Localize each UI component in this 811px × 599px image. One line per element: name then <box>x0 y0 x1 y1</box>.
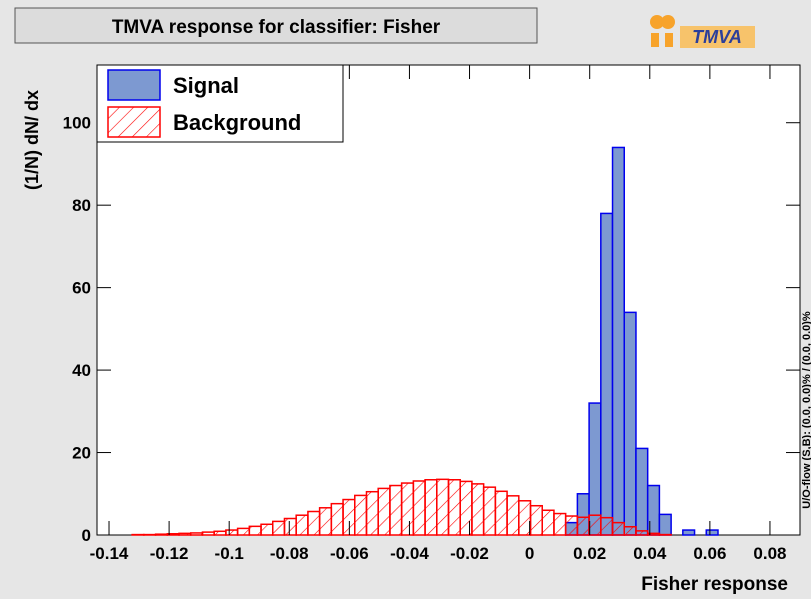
bar <box>518 500 532 536</box>
y-axis-label: (1/N) dN/ dx <box>22 90 42 190</box>
bar <box>330 502 344 536</box>
x-tick-label: -0.14 <box>90 544 129 563</box>
bar <box>154 533 169 536</box>
bar <box>506 495 520 536</box>
title-box <box>14 7 538 44</box>
bar <box>588 514 602 536</box>
overflow-note: U/O-flow (S,B): (0.0, 0.0)% / (0.0, 0.0)… <box>801 311 811 509</box>
x-tick-label: -0.08 <box>270 544 309 563</box>
bar <box>623 311 637 536</box>
y-tick-label: 100 <box>63 114 91 133</box>
bar <box>201 531 215 536</box>
bar <box>283 517 297 536</box>
bar <box>272 520 286 536</box>
y-tick-label: 80 <box>72 196 91 215</box>
bar <box>400 482 415 536</box>
x-tick-label: -0.06 <box>330 544 369 563</box>
bar <box>459 480 473 536</box>
bar <box>553 512 567 536</box>
bar <box>178 532 192 536</box>
y-tick-label: 40 <box>72 361 91 380</box>
bar <box>611 521 625 536</box>
bar <box>541 509 555 536</box>
bar <box>635 530 649 536</box>
bar <box>260 523 274 536</box>
y-tick-label: 20 <box>72 444 91 463</box>
bar <box>236 527 251 536</box>
bar <box>600 212 614 536</box>
bar <box>412 480 426 536</box>
bar <box>529 504 543 536</box>
bar <box>471 483 485 536</box>
legend-label: Background <box>173 110 301 135</box>
x-tick-label: 0.08 <box>753 544 786 563</box>
bar <box>307 510 321 536</box>
bar <box>494 490 508 536</box>
x-tick-label: 0.06 <box>693 544 726 563</box>
plot-area <box>96 64 801 536</box>
bar <box>365 490 379 536</box>
bar <box>600 516 614 536</box>
bar <box>635 447 649 536</box>
bar <box>623 526 637 536</box>
y-tick-label: 0 <box>82 526 91 545</box>
chart-title: TMVA response for classifier: Fisher <box>112 17 441 38</box>
y-tick-label: 60 <box>72 279 91 298</box>
logo: TMVA <box>650 15 755 48</box>
bar <box>295 514 309 536</box>
x-tick-label: -0.02 <box>450 544 489 563</box>
bar <box>377 487 391 536</box>
legend-label: Signal <box>173 73 239 98</box>
bar <box>482 486 497 536</box>
logo-text: TMVA <box>692 27 742 47</box>
series-1 <box>131 478 672 536</box>
bar <box>189 532 204 536</box>
bar <box>705 529 719 536</box>
bar <box>389 484 403 536</box>
x-axis-label: Fisher response <box>641 574 788 595</box>
legend-swatch <box>107 106 161 138</box>
bar <box>576 516 590 536</box>
bar <box>248 525 262 536</box>
bar <box>225 529 239 536</box>
bar <box>354 494 368 536</box>
x-tick-label: 0.04 <box>633 544 667 563</box>
x-tick-label: 0 <box>525 544 534 563</box>
x-tick-label: -0.04 <box>390 544 429 563</box>
x-tick-label: -0.12 <box>150 544 189 563</box>
bar <box>213 530 227 536</box>
legend-swatch <box>107 69 161 101</box>
bar <box>447 479 461 536</box>
bar <box>424 479 438 536</box>
x-tick-label: -0.1 <box>215 544 244 563</box>
bar <box>436 478 450 536</box>
bar <box>682 529 696 536</box>
bar <box>611 146 625 536</box>
bar <box>658 513 672 536</box>
bar <box>564 515 579 536</box>
bar <box>318 507 333 536</box>
x-tick-label: 0.02 <box>573 544 606 563</box>
